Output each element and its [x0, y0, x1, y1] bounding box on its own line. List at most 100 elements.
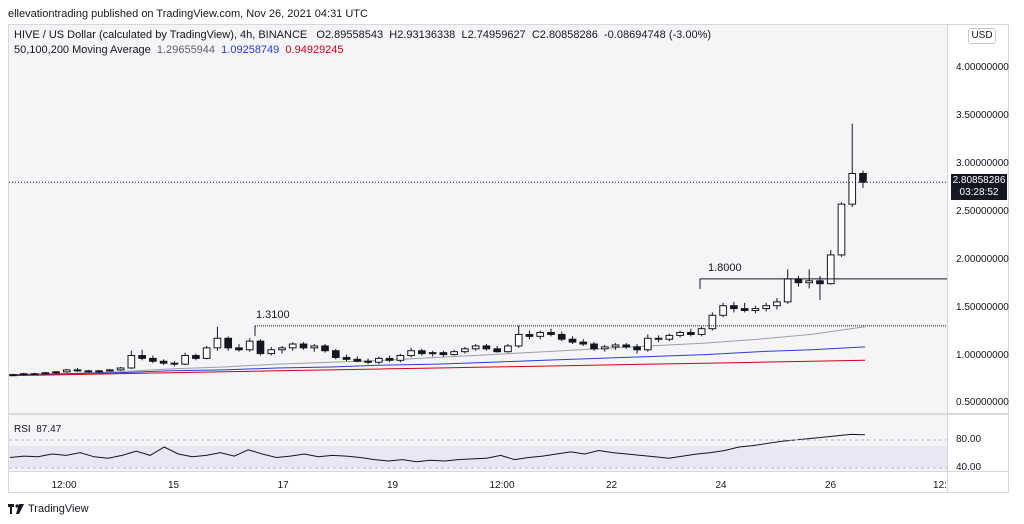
- rsi-title[interactable]: RSI: [14, 424, 31, 435]
- candle-body-11: [127, 355, 136, 369]
- candle-body-65: [708, 314, 717, 330]
- time-tick-5: 22: [605, 480, 618, 491]
- candle-body-70: [762, 305, 770, 310]
- pane-divider[interactable]: [9, 413, 1009, 415]
- symbol-description[interactable]: HIVE / US Dollar (calculated by TradingV…: [14, 29, 308, 41]
- candle-body-35: [385, 357, 394, 361]
- time-tick-0: 12:00: [51, 480, 77, 491]
- rsi-line: [9, 433, 866, 463]
- candle-body-20: [224, 337, 233, 349]
- chart-frame: [8, 24, 1009, 493]
- candle-body-28: [310, 345, 319, 349]
- rsi-legend: RSI 87.47: [14, 424, 61, 435]
- candle-body-0: [9, 374, 17, 377]
- rsi-level-40: 40.00: [956, 462, 982, 473]
- ma-line-ma50: [9, 326, 866, 376]
- ohlc-legend: HIVE / US Dollar (calculated by TradingV…: [14, 29, 712, 41]
- candle-body-71: [773, 301, 781, 307]
- candle-body-26: [288, 343, 297, 349]
- price-tick-6: 1.00000000: [956, 349, 1009, 361]
- candle-body-33: [364, 360, 372, 363]
- candle-body-59: [643, 337, 652, 351]
- high-value: 2.93136338: [397, 29, 456, 41]
- candle-body-6: [73, 369, 82, 372]
- ma-line-ma200: [9, 359, 866, 377]
- price-tick-3: 2.50000000: [956, 205, 1009, 217]
- rsi-level-80: 80.00: [956, 434, 982, 445]
- candle-body-75: [816, 280, 824, 285]
- bar-countdown: 03:28:52: [959, 187, 999, 199]
- publish-info: ellevationtrading published on TradingVi…: [8, 8, 368, 20]
- candle-body-17: [192, 355, 200, 359]
- time-tick-6: 24: [715, 480, 727, 491]
- candle-body-43: [471, 345, 480, 350]
- time-axis-divider: [9, 471, 1009, 472]
- candle-body-18: [202, 347, 211, 359]
- candle-body-64: [697, 328, 706, 335]
- candle-body-45: [493, 348, 502, 353]
- ma-line-ma100: [9, 346, 866, 376]
- candle-body-52: [568, 338, 577, 343]
- price-tick-5: 1.50000000: [956, 301, 1009, 313]
- candle-body-27: [299, 343, 308, 349]
- candle-body-78: [848, 172, 857, 205]
- rsi-value: 87.47: [36, 424, 62, 435]
- candle-body-60: [654, 337, 663, 340]
- candle-body-49: [536, 332, 545, 337]
- time-tick-7: 26: [824, 480, 837, 491]
- candle-body-44: [482, 345, 491, 350]
- candle-body-54: [590, 343, 598, 350]
- candle-body-2: [30, 373, 39, 376]
- candle-body-51: [557, 333, 566, 340]
- candle-body-69: [751, 308, 760, 311]
- annotation-label-0: 1.3100: [256, 308, 290, 321]
- candle-body-46: [504, 345, 512, 353]
- candle-body-63: [687, 332, 695, 335]
- candle-body-73: [794, 278, 803, 284]
- price-axis-divider: [947, 25, 948, 493]
- tradingview-logo-icon: [8, 504, 24, 514]
- candle-body-61: [665, 334, 674, 340]
- ma100-value: 1.09258749: [221, 44, 280, 56]
- price-tick-1: 3.50000000: [956, 110, 1009, 121]
- time-tick-8: 12:: [933, 480, 947, 491]
- currency-button[interactable]: USD: [968, 28, 996, 44]
- footer-brand[interactable]: TradingView: [28, 503, 89, 515]
- candle-body-50: [547, 332, 555, 335]
- candle-body-22: [245, 340, 254, 351]
- candle-body-55: [600, 346, 609, 350]
- last-price: 2.80858286: [952, 175, 1006, 187]
- candle-body-34: [374, 357, 383, 363]
- candle-body-58: [633, 346, 641, 351]
- last-price-badge: 2.80858286 03:28:52: [951, 174, 1007, 201]
- candle-body-25: [278, 347, 286, 351]
- candle-body-3: [41, 372, 50, 375]
- candle-body-29: [321, 345, 329, 352]
- candle-body-30: [331, 350, 340, 358]
- candle-body-31: [342, 356, 351, 360]
- candle-body-32: [353, 358, 362, 362]
- candle-body-24: [267, 349, 276, 355]
- time-tick-2: 17: [277, 480, 289, 491]
- candle-body-5: [62, 369, 71, 373]
- candle-body-37: [407, 350, 415, 357]
- price-tick-4: 2.00000000: [956, 253, 1009, 265]
- candle-body-13: [149, 357, 157, 362]
- candle-body-1: [19, 373, 28, 376]
- candle-body-12: [138, 355, 146, 359]
- ma-label[interactable]: 50,100,200 Moving Average: [14, 44, 151, 56]
- candle-body-10: [116, 367, 125, 371]
- candle-body-79: [859, 172, 867, 183]
- candle-body-48: [525, 333, 534, 337]
- candle-body-4: [52, 371, 60, 374]
- candle-body-77: [837, 203, 846, 256]
- candle-body-9: [106, 369, 114, 372]
- ma-legend: 50,100,200 Moving Average 1.29655944 1.0…: [14, 44, 344, 56]
- candle-body-14: [159, 360, 168, 364]
- candle-body-66: [719, 305, 727, 316]
- ma200-value: 0.94929245: [285, 44, 344, 56]
- change-value: -0.08694748 (-3.00%): [604, 29, 712, 41]
- candle-body-21: [235, 347, 243, 351]
- ma50-value: 1.29655944: [156, 44, 216, 56]
- price-tick-2: 3.00000000: [956, 157, 1009, 169]
